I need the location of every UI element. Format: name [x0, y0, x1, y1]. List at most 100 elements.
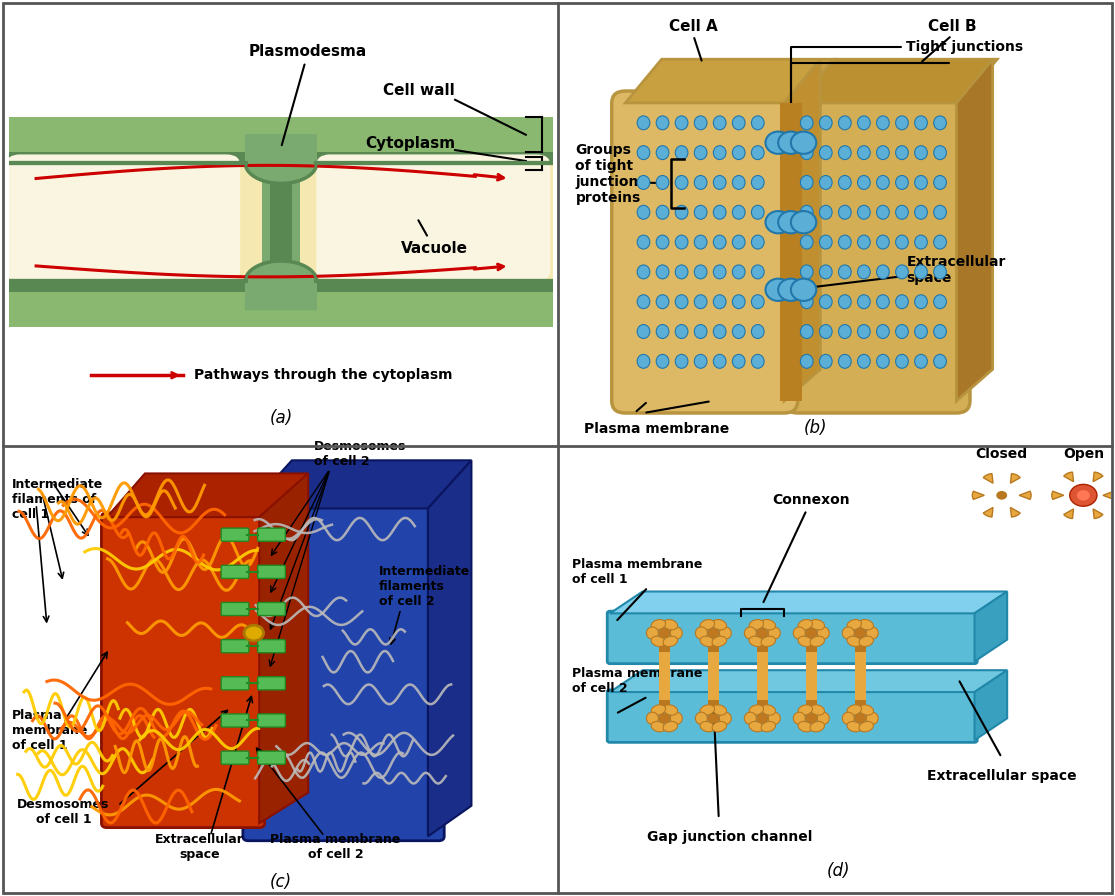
Ellipse shape — [733, 205, 745, 220]
Wedge shape — [1093, 509, 1103, 519]
Ellipse shape — [647, 627, 658, 639]
Wedge shape — [1019, 491, 1031, 499]
Ellipse shape — [801, 146, 813, 159]
FancyBboxPatch shape — [258, 751, 285, 764]
Ellipse shape — [859, 619, 873, 630]
Polygon shape — [245, 262, 317, 310]
Ellipse shape — [801, 324, 813, 339]
FancyBboxPatch shape — [608, 611, 977, 664]
Ellipse shape — [676, 355, 688, 368]
Ellipse shape — [719, 627, 731, 639]
Ellipse shape — [801, 265, 813, 279]
Circle shape — [791, 279, 816, 301]
Circle shape — [659, 629, 670, 637]
Ellipse shape — [895, 324, 909, 339]
Ellipse shape — [637, 324, 650, 339]
Ellipse shape — [712, 619, 727, 630]
Bar — [708, 700, 719, 706]
Text: Desmosomes
of cell 2: Desmosomes of cell 2 — [313, 440, 406, 468]
Ellipse shape — [745, 627, 756, 639]
Ellipse shape — [933, 176, 947, 189]
Circle shape — [708, 629, 719, 637]
Ellipse shape — [712, 705, 727, 715]
Ellipse shape — [651, 721, 666, 732]
Polygon shape — [428, 461, 472, 836]
Ellipse shape — [914, 295, 928, 308]
Ellipse shape — [752, 176, 764, 189]
Wedge shape — [1103, 491, 1115, 499]
Bar — [855, 645, 865, 652]
Ellipse shape — [752, 355, 764, 368]
Ellipse shape — [637, 176, 650, 189]
Ellipse shape — [657, 324, 669, 339]
Text: Plasma membrane
of cell 2: Plasma membrane of cell 2 — [572, 667, 702, 695]
Text: Desmosomes
of cell 1: Desmosomes of cell 1 — [17, 798, 109, 826]
FancyBboxPatch shape — [258, 565, 285, 579]
Ellipse shape — [696, 627, 707, 639]
Polygon shape — [249, 461, 472, 508]
Bar — [855, 645, 865, 706]
Bar — [757, 645, 768, 706]
Ellipse shape — [676, 176, 688, 189]
Polygon shape — [975, 591, 1007, 661]
Text: Groups
of tight
junction
proteins: Groups of tight junction proteins — [575, 142, 641, 205]
Ellipse shape — [762, 705, 776, 715]
Wedge shape — [1064, 472, 1074, 482]
Ellipse shape — [657, 116, 669, 130]
Ellipse shape — [733, 146, 745, 159]
Circle shape — [855, 714, 865, 723]
Ellipse shape — [914, 146, 928, 159]
Text: Closed: Closed — [976, 447, 1028, 461]
Ellipse shape — [914, 205, 928, 220]
Ellipse shape — [749, 721, 764, 732]
Circle shape — [659, 714, 670, 723]
Ellipse shape — [657, 355, 669, 368]
FancyBboxPatch shape — [612, 91, 797, 413]
Bar — [9, 292, 553, 327]
Ellipse shape — [798, 705, 813, 715]
Ellipse shape — [838, 295, 851, 308]
Ellipse shape — [857, 265, 870, 279]
Ellipse shape — [768, 627, 780, 639]
Ellipse shape — [838, 176, 851, 189]
Ellipse shape — [752, 324, 764, 339]
Ellipse shape — [714, 324, 726, 339]
Ellipse shape — [676, 235, 688, 249]
Ellipse shape — [876, 205, 890, 220]
Ellipse shape — [676, 295, 688, 308]
Ellipse shape — [895, 355, 909, 368]
Circle shape — [791, 211, 816, 233]
FancyBboxPatch shape — [784, 91, 970, 413]
Text: (c): (c) — [270, 873, 292, 891]
Ellipse shape — [876, 295, 890, 308]
Ellipse shape — [637, 355, 650, 368]
Wedge shape — [983, 507, 993, 517]
Ellipse shape — [762, 619, 776, 630]
Ellipse shape — [798, 636, 813, 647]
Bar — [9, 117, 553, 152]
Ellipse shape — [733, 295, 745, 308]
Ellipse shape — [838, 324, 851, 339]
Ellipse shape — [695, 265, 707, 279]
Ellipse shape — [798, 619, 813, 630]
FancyBboxPatch shape — [221, 602, 249, 616]
Ellipse shape — [700, 619, 715, 630]
Text: (a): (a) — [270, 409, 292, 427]
Ellipse shape — [933, 146, 947, 159]
Ellipse shape — [876, 355, 890, 368]
Wedge shape — [1010, 474, 1020, 483]
Ellipse shape — [676, 265, 688, 279]
Ellipse shape — [876, 324, 890, 339]
Ellipse shape — [895, 116, 909, 130]
Circle shape — [778, 132, 804, 154]
Ellipse shape — [733, 176, 745, 189]
Ellipse shape — [657, 205, 669, 220]
Ellipse shape — [637, 235, 650, 249]
Ellipse shape — [695, 116, 707, 130]
Ellipse shape — [809, 636, 824, 647]
Ellipse shape — [876, 176, 890, 189]
Circle shape — [778, 211, 804, 233]
Ellipse shape — [838, 146, 851, 159]
Ellipse shape — [752, 146, 764, 159]
Ellipse shape — [838, 355, 851, 368]
